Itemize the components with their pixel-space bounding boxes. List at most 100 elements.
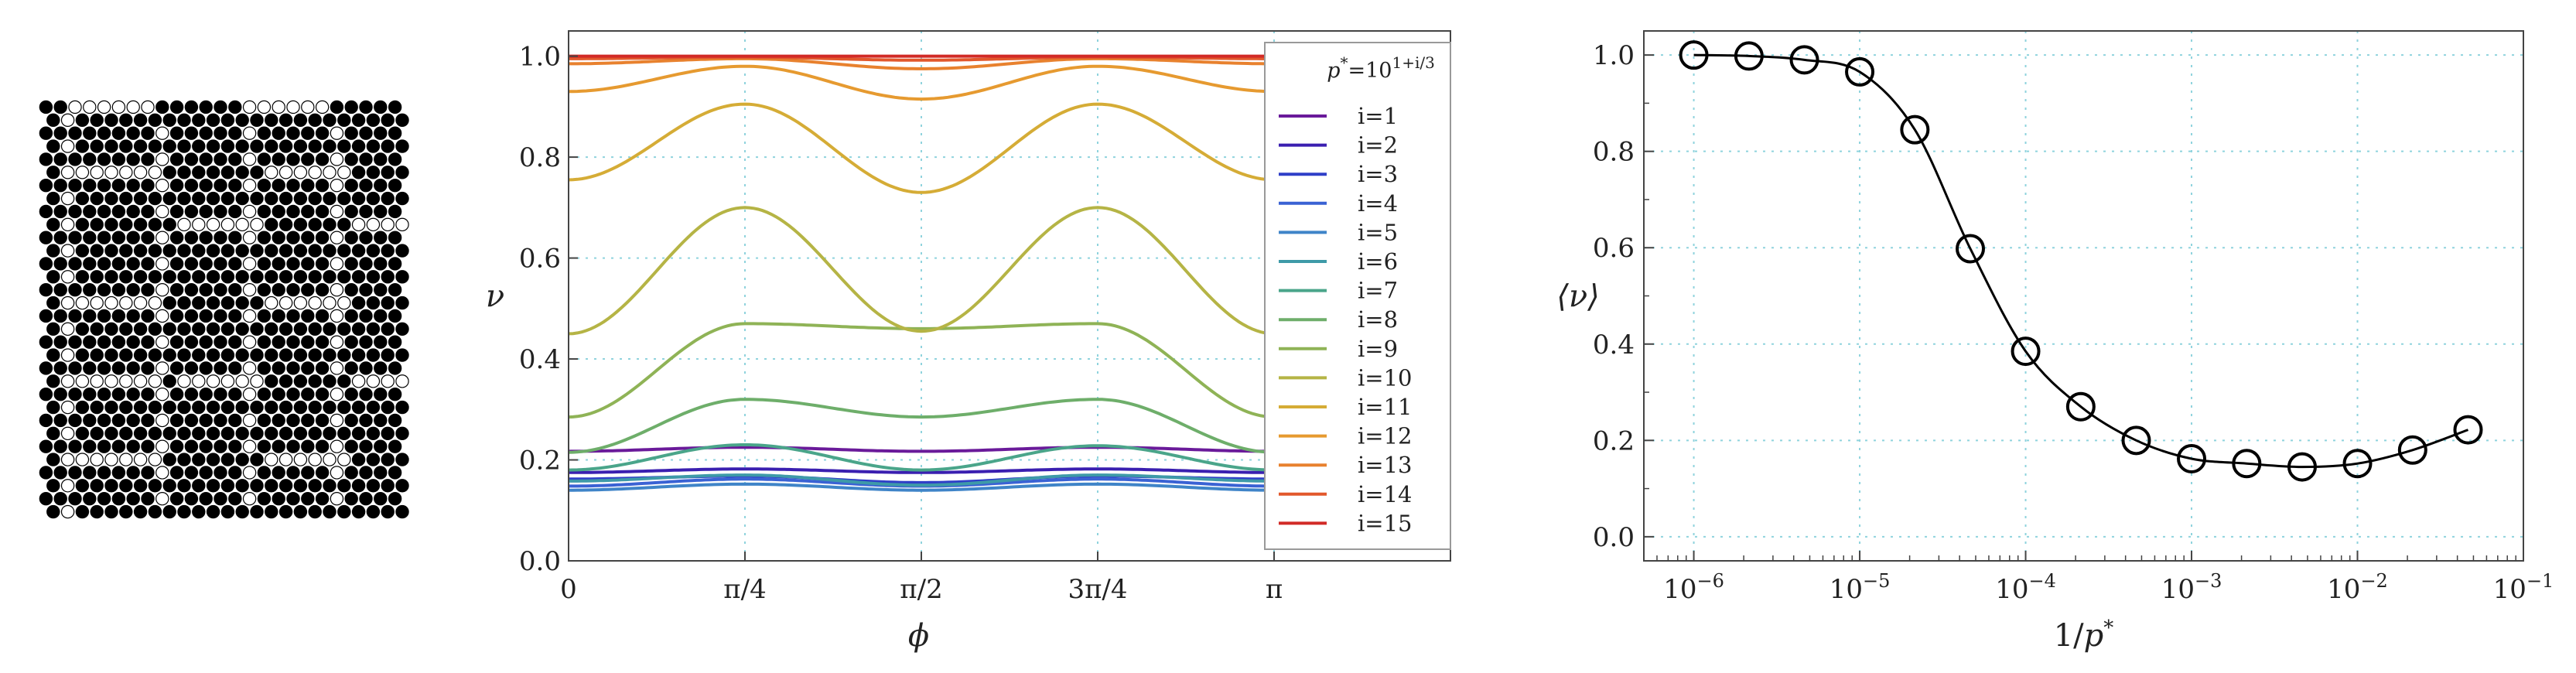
lattice-site (90, 191, 104, 206)
lattice-site (286, 126, 300, 140)
lattice-site (75, 270, 90, 284)
lattice-site (199, 282, 213, 297)
lattice-site (323, 244, 337, 258)
lattice-site (141, 257, 155, 271)
lattice-site (68, 178, 82, 193)
y-tick-label: 0.8 (519, 142, 561, 173)
lattice-site (148, 113, 162, 128)
lattice-site (301, 439, 315, 453)
lattice-site (206, 113, 220, 128)
lattice-site (272, 152, 285, 166)
lattice-site (374, 126, 388, 140)
lattice-site (155, 466, 169, 480)
lattice-site (184, 231, 199, 244)
lattice-site (301, 361, 315, 375)
lattice-site (351, 270, 366, 284)
lattice-site (366, 244, 381, 258)
lattice-site (366, 217, 381, 232)
lattice-site (330, 491, 344, 506)
lattice-site (366, 322, 381, 336)
lattice-site (250, 504, 264, 519)
lattice-site (308, 166, 322, 179)
lattice-site (286, 361, 300, 375)
lattice-site (75, 348, 90, 362)
lattice-site (90, 348, 104, 362)
lattice-site (148, 270, 162, 284)
lattice-site (250, 322, 264, 336)
lattice-site (177, 113, 191, 128)
lattice-site (308, 113, 322, 128)
y-tick-label: 0.2 (519, 446, 561, 477)
lattice-site (257, 204, 272, 219)
lattice-site (293, 113, 308, 128)
lattice-site (220, 139, 235, 153)
lattice-site (351, 348, 366, 362)
lattice-site (315, 126, 330, 140)
legend-label-i=10: i=10 (1358, 364, 1412, 391)
lattice-site (374, 413, 388, 428)
lattice-site (388, 491, 402, 506)
lattice-site (278, 244, 293, 258)
lattice-site (192, 191, 206, 206)
lattice-site (388, 361, 402, 375)
lattice-site (46, 191, 60, 206)
lattice-site (374, 178, 388, 193)
lattice-site (242, 178, 257, 193)
lattice-site (60, 426, 75, 441)
lattice-site (75, 479, 90, 493)
lattice-site (53, 466, 67, 480)
lattice-site (141, 126, 155, 140)
lattice-site (265, 322, 278, 336)
lattice-site (119, 113, 133, 128)
lattice-site (381, 166, 395, 179)
series-line-i=9 (568, 322, 1275, 419)
lattice-site (83, 361, 97, 375)
lattice-site (90, 296, 104, 310)
lattice-site (272, 204, 285, 219)
lattice-site (60, 348, 75, 362)
lattice-site (75, 296, 90, 310)
data-point-marker (1900, 114, 1930, 145)
lattice-site (162, 453, 176, 466)
lattice-site (395, 400, 409, 415)
lattice-site (90, 453, 104, 466)
lattice-site (192, 217, 206, 232)
lattice-site (126, 387, 140, 401)
lattice-site (286, 100, 300, 114)
lattice-site (83, 282, 97, 297)
lattice-site (351, 139, 366, 153)
lattice-site (75, 426, 90, 441)
lattice-site (388, 335, 402, 349)
lattice-site (351, 426, 366, 441)
lattice-site (90, 426, 104, 441)
lattice-site (53, 257, 67, 271)
lattice-site (220, 453, 235, 466)
lattice-site (257, 309, 272, 323)
lattice-site (214, 231, 227, 244)
lattice-site (257, 387, 272, 401)
lattice-site (250, 348, 264, 362)
lattice-site (111, 100, 126, 114)
lattice-site (104, 191, 118, 206)
lattice-site (90, 322, 104, 336)
lattice-site (126, 466, 140, 480)
lattice-site (220, 166, 235, 179)
lattice-site (265, 296, 278, 310)
y-axis-label: ⟨ν⟩ (1556, 279, 1600, 315)
lattice-site (278, 348, 293, 362)
lattice-site (148, 504, 162, 519)
lattice-site (235, 217, 249, 232)
lattice-site (278, 191, 293, 206)
lattice-site (242, 257, 257, 271)
lattice-site (90, 244, 104, 258)
lattice-site (286, 178, 300, 193)
lattice-site (177, 453, 191, 466)
lattice-site (148, 453, 162, 466)
lattice-site (381, 453, 395, 466)
lattice-site (177, 244, 191, 258)
lattice-site (286, 335, 300, 349)
lattice-site (315, 152, 330, 166)
lattice-site (301, 387, 315, 401)
lattice-site (395, 166, 409, 179)
lattice-site (111, 204, 126, 219)
